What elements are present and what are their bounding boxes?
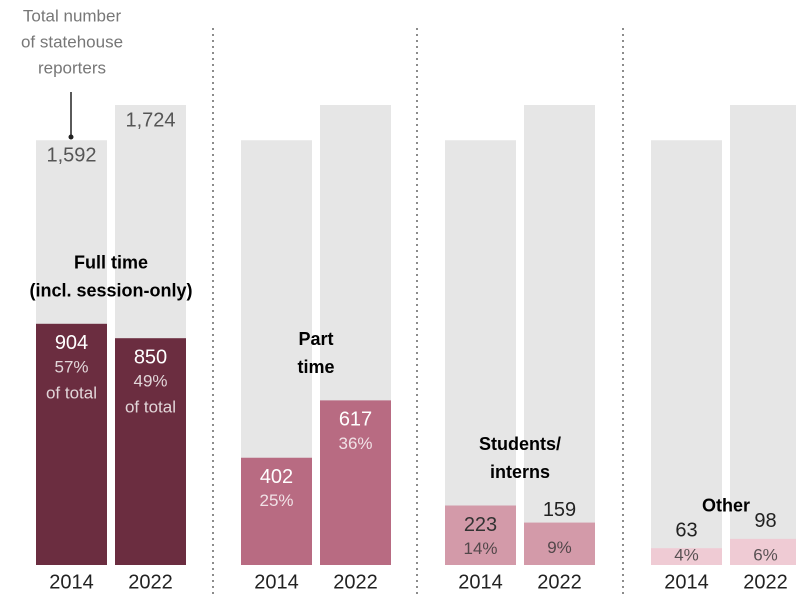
bar (730, 538, 796, 565)
x-tick-label: 2022 (537, 571, 582, 593)
bar (115, 338, 186, 565)
share-label: 57% (54, 357, 88, 376)
panel-title: Students/ (479, 434, 561, 454)
annotation: reporters (38, 58, 106, 77)
share-label: 6% (753, 545, 778, 564)
share-note: of total (125, 398, 176, 417)
share-label: 9% (547, 538, 572, 557)
panel-title: interns (490, 462, 550, 482)
panel-title: (incl. session-only) (29, 281, 192, 301)
x-tick-label: 2014 (254, 571, 299, 593)
annotation: Total number (23, 6, 122, 25)
share-label: 49% (133, 372, 167, 391)
total-label: 1,592 (46, 145, 96, 167)
panel-title: Other (702, 496, 750, 516)
bar (36, 323, 107, 565)
total-bar (445, 140, 516, 566)
total-label: 1,724 (125, 109, 175, 131)
share-note: of total (46, 383, 97, 402)
bar (320, 400, 391, 565)
total-bar (524, 105, 595, 565)
panel-title: Full time (74, 253, 148, 273)
value-label: 904 (55, 332, 88, 354)
bar (445, 505, 516, 565)
value-label: 402 (260, 466, 293, 488)
x-tick-label: 2022 (333, 571, 378, 593)
share-label: 4% (674, 545, 699, 564)
bar (241, 457, 312, 565)
value-label: 98 (754, 510, 776, 532)
x-tick-label: 2022 (743, 571, 788, 593)
value-label: 850 (134, 346, 167, 368)
panel-title: Part (298, 329, 333, 349)
bar (524, 522, 595, 565)
value-label: 63 (675, 519, 697, 541)
total-bar (651, 140, 722, 566)
value-label: 617 (339, 409, 372, 431)
panel-title: time (297, 357, 334, 377)
x-tick-label: 2022 (128, 571, 173, 593)
share-label: 25% (259, 491, 293, 510)
total-bar (730, 105, 796, 565)
value-label: 223 (464, 514, 497, 536)
share-label: 36% (338, 434, 372, 453)
x-tick-label: 2014 (458, 571, 503, 593)
annotation-dot (68, 134, 74, 140)
bar (651, 548, 722, 565)
value-label: 159 (543, 499, 576, 521)
annotation: of statehouse (21, 32, 123, 51)
share-label: 14% (463, 539, 497, 558)
x-tick-label: 2014 (664, 571, 709, 593)
x-tick-label: 2014 (49, 571, 94, 593)
